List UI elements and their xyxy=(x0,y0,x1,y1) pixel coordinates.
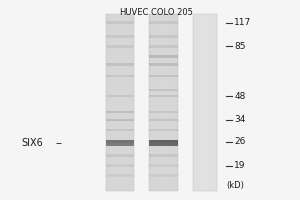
Bar xyxy=(149,35,178,38)
Bar xyxy=(149,14,153,191)
Bar xyxy=(149,111,178,113)
Bar xyxy=(196,14,199,191)
Bar xyxy=(127,14,131,191)
Bar xyxy=(106,14,110,191)
Bar xyxy=(106,140,134,146)
Bar xyxy=(106,129,134,131)
Bar xyxy=(106,140,134,143)
Bar xyxy=(149,95,178,97)
Bar xyxy=(106,75,134,77)
Bar xyxy=(106,164,134,167)
Bar xyxy=(106,14,134,191)
Bar xyxy=(106,174,134,177)
Text: 34: 34 xyxy=(234,115,246,124)
Bar xyxy=(164,14,167,191)
Text: (kD): (kD) xyxy=(226,181,244,190)
Bar xyxy=(149,174,178,177)
Bar xyxy=(149,75,178,77)
Bar xyxy=(149,55,178,58)
Text: 117: 117 xyxy=(234,18,251,27)
Bar xyxy=(106,21,134,24)
Bar xyxy=(120,14,124,191)
Text: SIX6: SIX6 xyxy=(22,138,43,148)
Bar xyxy=(131,14,134,191)
Bar xyxy=(174,14,178,191)
Text: COLO 205: COLO 205 xyxy=(152,8,193,17)
Bar xyxy=(149,164,178,167)
Bar xyxy=(106,154,134,157)
Bar xyxy=(149,45,178,48)
Bar xyxy=(124,14,127,191)
Bar xyxy=(211,14,214,191)
Bar xyxy=(149,89,178,91)
Bar xyxy=(149,129,178,131)
Bar xyxy=(149,63,178,66)
Text: 85: 85 xyxy=(234,42,246,51)
Bar xyxy=(149,140,178,143)
Text: 19: 19 xyxy=(234,161,246,170)
Bar xyxy=(153,14,156,191)
Bar xyxy=(110,14,113,191)
Bar xyxy=(167,14,170,191)
Bar xyxy=(208,14,211,191)
Bar xyxy=(149,21,178,24)
Bar xyxy=(193,14,196,191)
Bar xyxy=(202,14,205,191)
Text: --: -- xyxy=(56,138,62,148)
Bar xyxy=(205,14,208,191)
Bar xyxy=(113,14,117,191)
Bar xyxy=(214,14,217,191)
Bar xyxy=(106,45,134,48)
Bar xyxy=(160,14,164,191)
Bar xyxy=(117,14,120,191)
Bar xyxy=(106,95,134,97)
Bar xyxy=(170,14,174,191)
Text: 26: 26 xyxy=(234,137,246,146)
Bar xyxy=(106,35,134,38)
Bar xyxy=(149,14,178,191)
Bar xyxy=(149,119,178,121)
Bar xyxy=(193,14,217,191)
Bar xyxy=(106,119,134,121)
Bar xyxy=(106,111,134,113)
Bar xyxy=(199,14,202,191)
Bar xyxy=(149,140,178,146)
Bar xyxy=(149,154,178,157)
Text: HUVEC: HUVEC xyxy=(119,8,148,17)
Text: 48: 48 xyxy=(234,92,246,101)
Bar xyxy=(156,14,160,191)
Bar xyxy=(106,63,134,66)
